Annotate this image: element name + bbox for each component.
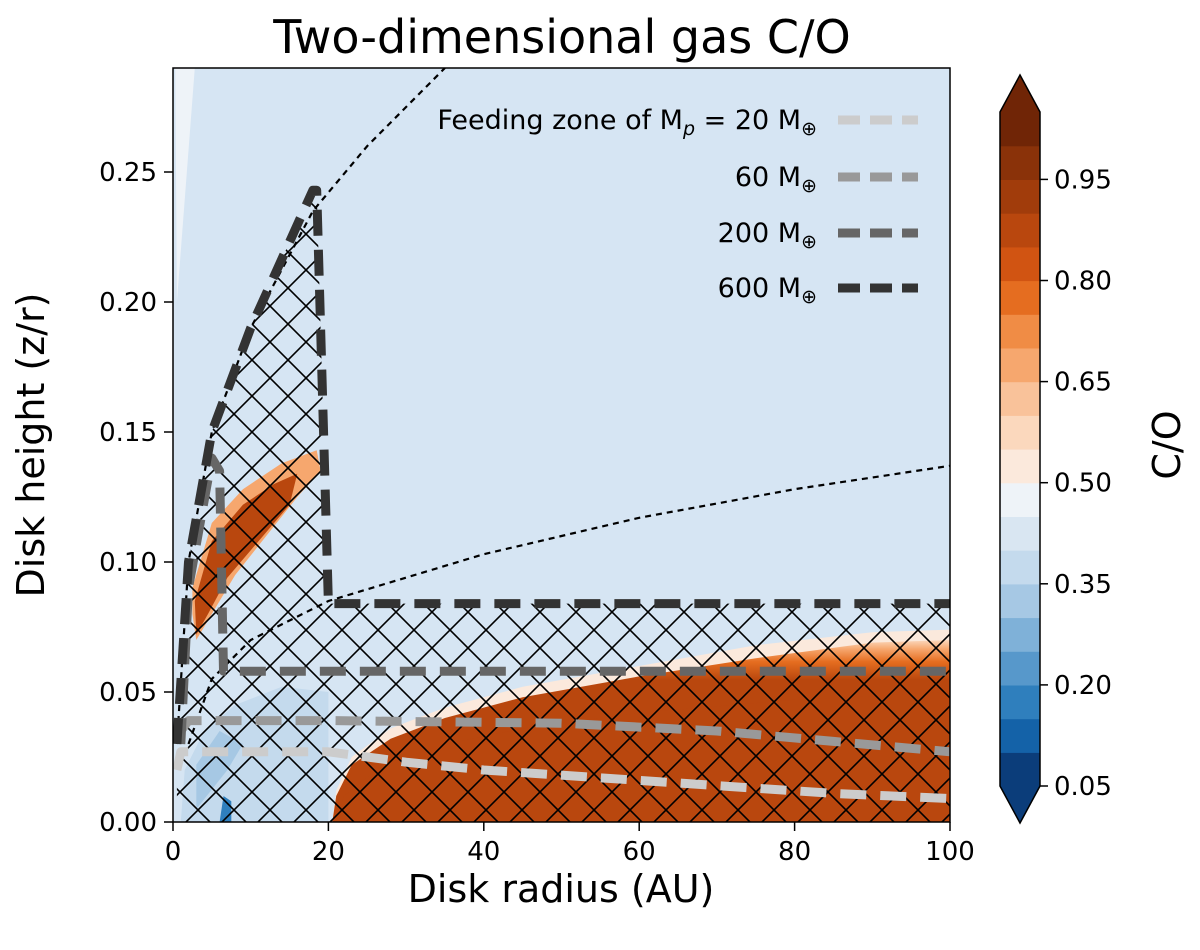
colorbar-tick-label: 0.20 — [1054, 671, 1112, 701]
colorbar-segment — [1000, 718, 1040, 753]
colorbar-segment — [1000, 179, 1040, 214]
y-tick-label: 0.10 — [99, 548, 157, 578]
dashed-boundary-1 — [175, 68, 446, 745]
colorbar-segment — [1000, 280, 1040, 315]
colorbar-segment — [1000, 415, 1040, 450]
x-axis-label: Disk radius (AU) — [408, 867, 715, 911]
legend-label-4: 600 M⊕ — [718, 273, 817, 308]
colorbar-segment — [1000, 246, 1040, 282]
colorbar-segment — [1000, 449, 1040, 484]
legend-label-1: Feeding zone of Mp = 20 M⊕ — [437, 105, 817, 140]
colorbar-tick-label: 0.65 — [1054, 368, 1112, 398]
y-tick-label: 0.05 — [99, 678, 157, 708]
dashed-boundary-2 — [187, 464, 950, 745]
feeding-zone-line-4 — [173, 185, 950, 745]
colorbar-segment — [1000, 112, 1040, 147]
x-axis: 0 20 40 60 80 100 — [165, 822, 975, 867]
colorbar-segment — [1000, 684, 1040, 720]
x-tick-label: 0 — [165, 837, 182, 867]
colorbar-tick-label: 0.80 — [1054, 267, 1112, 297]
feeding-zone-line-2 — [177, 716, 950, 757]
feeding-zone-line-1 — [173, 747, 950, 804]
colorbar-tick-label: 0.35 — [1054, 570, 1112, 600]
colorbar-segment — [1000, 314, 1040, 349]
colorbar-label: C/O — [1145, 410, 1189, 479]
x-tick-label: 80 — [778, 837, 811, 867]
colorbar-extend-low — [1000, 786, 1040, 823]
colorbar-segment — [1000, 651, 1040, 686]
colorbar-segment — [1000, 347, 1040, 383]
colorbar-segment — [1000, 752, 1040, 787]
x-tick-label: 40 — [467, 837, 500, 867]
colorbar-segment — [1000, 381, 1040, 416]
colorbar-segment — [1000, 516, 1040, 551]
plot-frame — [172, 67, 951, 823]
y-tick-label: 0.00 — [99, 808, 157, 838]
curves-layer — [175, 68, 950, 745]
colorbar-segment — [1000, 482, 1040, 517]
zones-layer — [173, 185, 950, 804]
hatch-feeding-zone-600 — [176, 190, 950, 822]
hatch-layer — [176, 190, 950, 822]
colorbar-segment — [1000, 617, 1040, 652]
y-tick-label: 0.20 — [99, 288, 157, 318]
legend-label-3: 200 M⊕ — [718, 218, 817, 253]
x-tick-label: 100 — [925, 837, 975, 867]
colorbar-extend-high — [1000, 75, 1040, 112]
y-tick-label: 0.15 — [99, 418, 157, 448]
colorbar-segment — [1000, 213, 1040, 248]
plot-area — [173, 68, 950, 822]
y-tick-label: 0.25 — [99, 158, 157, 188]
chart-title: Two-dimensional gas C/O — [272, 10, 850, 64]
y-axis: 0.00 0.05 0.10 0.15 0.20 0.25 — [99, 158, 173, 838]
colorbar-segment — [1000, 145, 1040, 180]
region-near-star-sliver — [173, 68, 195, 302]
colorbar-segment — [1000, 550, 1040, 585]
colorbar: 0.05 0.20 0.35 0.50 0.65 0.80 0.95 — [999, 73, 1112, 825]
colorbar-tick-label: 0.50 — [1054, 469, 1112, 499]
x-tick-label: 20 — [312, 837, 345, 867]
colorbar-tick-label: 0.05 — [1054, 772, 1112, 802]
legend: Feeding zone of Mp = 20 M⊕60 M⊕200 M⊕600… — [437, 105, 918, 308]
y-axis-label: Disk height (z/r) — [9, 293, 53, 598]
x-tick-label: 60 — [623, 837, 656, 867]
colorbar-tick-label: 0.95 — [1054, 165, 1112, 195]
colorbar-segment — [1000, 583, 1040, 619]
